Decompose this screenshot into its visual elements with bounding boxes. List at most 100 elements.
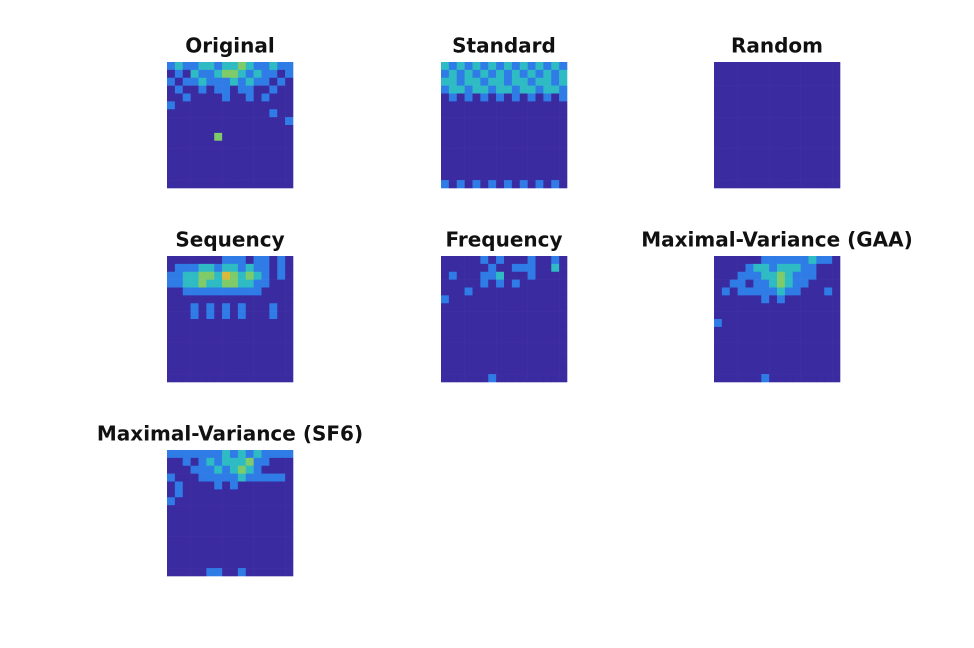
heatmap-cell (745, 342, 754, 351)
heatmap-cell (832, 140, 841, 149)
heatmap-cell (245, 85, 254, 94)
heatmap-cell (441, 256, 450, 265)
heatmap-cell (464, 303, 473, 312)
heatmap-cell (761, 295, 770, 304)
heatmap-cell (737, 156, 746, 165)
heatmap-cell (824, 287, 833, 296)
heatmap-cell (190, 132, 199, 142)
heatmap-cell (777, 334, 786, 343)
heatmap-cell (488, 256, 497, 265)
heatmap-cell (480, 172, 489, 181)
heatmap-cell (808, 132, 817, 142)
heatmap-cell (543, 132, 552, 142)
heatmap-cell (769, 334, 778, 343)
heatmap-cell (769, 62, 778, 71)
heatmap-cell (167, 85, 176, 94)
heatmap-cell (769, 342, 778, 351)
heatmap-cell (441, 125, 450, 134)
heatmap-cell (253, 536, 262, 545)
heatmap-cell (174, 358, 184, 367)
heatmap-cell (182, 513, 191, 522)
heatmap-cell (245, 528, 254, 537)
heatmap-cell (448, 342, 458, 351)
heatmap-cell (456, 358, 465, 367)
heatmap-cell (519, 156, 528, 165)
heatmap-cell (519, 350, 528, 359)
heatmap-cell (198, 164, 207, 173)
heatmap-cell (237, 568, 247, 577)
heatmap-cell (721, 263, 731, 273)
heatmap-cell (206, 513, 215, 522)
heatmap-cell (277, 319, 286, 328)
heatmap-cell (167, 62, 176, 71)
heatmap-cell (198, 520, 207, 530)
heatmap-cell (721, 374, 731, 383)
heatmap-cell (496, 326, 505, 336)
heatmap-cell (222, 568, 231, 577)
heatmap-cell (277, 513, 286, 522)
heatmap-cell (721, 279, 731, 288)
heatmap-cell (761, 62, 770, 71)
heatmap-cell (237, 271, 247, 280)
heatmap-cell (464, 148, 473, 157)
heatmap-cell (206, 374, 215, 383)
heatmap-cell (190, 528, 199, 537)
heatmap-cell (230, 473, 239, 482)
heatmap-cell (519, 256, 528, 265)
heatmap-cell (769, 326, 778, 336)
heatmap-cell (551, 279, 560, 288)
heatmap-cell (559, 125, 568, 134)
heatmap-cell (237, 156, 247, 165)
heatmap-cell (784, 256, 794, 265)
heatmap-cell (182, 279, 191, 288)
heatmap-cell (222, 77, 231, 86)
heatmap-cell (472, 69, 481, 79)
heatmap-cell (792, 295, 801, 304)
heatmap-cell (230, 172, 239, 181)
heatmap-cell (441, 366, 450, 375)
heatmap-cell (472, 117, 481, 126)
heatmap-cell (543, 287, 552, 296)
heatmap-cell (800, 172, 809, 181)
heatmap-cell (496, 358, 505, 367)
heatmap-cell (504, 358, 513, 367)
heatmap-cell (182, 374, 191, 383)
heatmap-cell (174, 132, 184, 142)
heatmap-cell (551, 62, 560, 71)
heatmap-cell (535, 101, 544, 110)
heatmap-cell (245, 544, 254, 553)
heatmap-cell (504, 180, 513, 189)
heatmap-cell (714, 85, 723, 94)
heatmap-cell (543, 256, 552, 265)
heatmap-cell (182, 164, 191, 173)
heatmap-cell (174, 287, 184, 296)
heatmap-cell (261, 326, 270, 336)
subplot-title: Original (185, 34, 274, 58)
heatmap-cell (261, 497, 270, 506)
heatmap-cell (761, 319, 770, 328)
heatmap-cell (198, 528, 207, 537)
heatmap-cell (277, 358, 286, 367)
heatmap-cell (206, 117, 215, 126)
heatmap-cell (464, 326, 473, 336)
heatmap-cell (535, 303, 544, 312)
heatmap-cell (167, 172, 176, 181)
heatmap-cell (745, 93, 754, 102)
heatmap-cell (527, 62, 536, 71)
heatmap-cell (729, 256, 738, 265)
heatmap-cell (761, 132, 770, 142)
heatmap-cell (441, 263, 450, 273)
heatmap-cell (769, 93, 778, 102)
heatmap-cell (237, 465, 247, 474)
heatmap-cell (182, 69, 191, 79)
heatmap-cell (448, 109, 458, 118)
heatmap-cell (824, 263, 833, 273)
heatmap-cell (737, 180, 746, 189)
heatmap-cell (230, 366, 239, 375)
heatmap-cell (511, 62, 521, 71)
heatmap-cell (527, 287, 536, 296)
heatmap-cell (448, 85, 458, 94)
heatmap-cell (167, 358, 176, 367)
heatmap-cell (198, 263, 207, 273)
heatmap-cell (832, 326, 841, 336)
